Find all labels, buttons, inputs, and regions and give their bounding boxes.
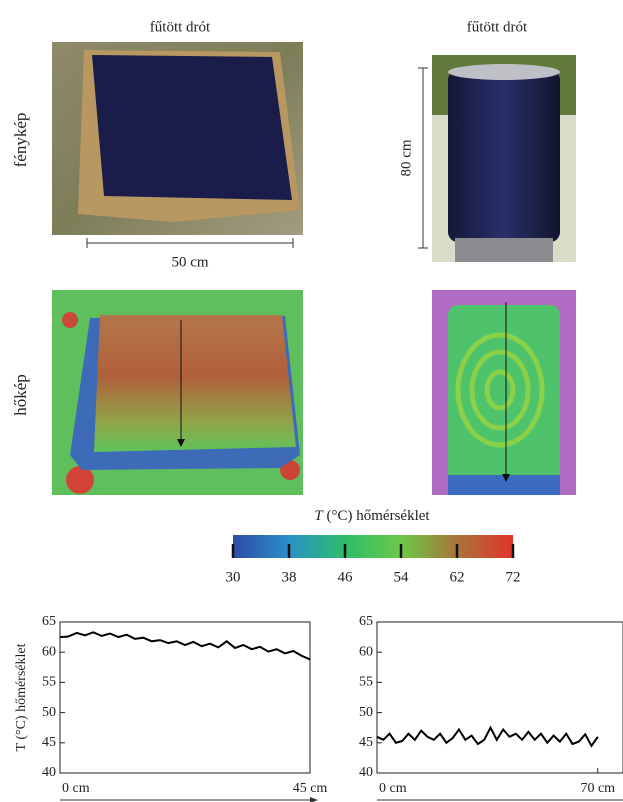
solar-panel xyxy=(92,55,292,200)
colorbar-tick-label: 54 xyxy=(394,569,410,585)
cylinder-top xyxy=(448,64,560,80)
cylinder xyxy=(448,305,560,485)
hot-spot xyxy=(66,466,94,494)
y-tick-label: 50 xyxy=(42,705,56,720)
plot-frame xyxy=(59,621,311,774)
x-tick-label: 70 cm xyxy=(580,781,615,796)
photo-panel xyxy=(52,42,303,235)
row-label: hőkép xyxy=(11,374,30,416)
data-line xyxy=(376,725,599,748)
colorbar-tick-label: 72 xyxy=(506,569,521,585)
row-label: fénykép xyxy=(11,113,30,168)
arrow-head xyxy=(177,439,185,447)
y-tick-label: 55 xyxy=(359,675,373,690)
photo-cylinder xyxy=(432,55,576,262)
ring xyxy=(469,349,531,431)
y-tick-label: 45 xyxy=(359,735,373,750)
y-tick-label: 60 xyxy=(359,644,373,659)
colorbar-ticks: 30 38 46 54 62 72 xyxy=(226,544,521,585)
y-tick-label: 40 xyxy=(42,765,56,780)
x-tick-label: 0 cm xyxy=(62,781,90,796)
colorbar-tick-label: 30 xyxy=(226,569,241,585)
y-tick-label: 60 xyxy=(42,644,56,659)
base xyxy=(448,475,560,495)
colorbar-tick-label: 46 xyxy=(338,569,354,585)
data-line xyxy=(59,631,311,661)
symbol: T xyxy=(314,508,324,524)
column-header: fűtött drót xyxy=(150,19,211,35)
x-arrow-head xyxy=(310,797,318,802)
x-tick-label: 0 cm xyxy=(379,781,407,796)
title-rest: (°C) hőmérséklet xyxy=(327,508,431,524)
hot-spot xyxy=(280,460,300,480)
hot-spot xyxy=(62,312,78,328)
colorbar-tick-label: 38 xyxy=(282,569,297,585)
plot-frame xyxy=(376,621,623,774)
charts: 40 45 50 55 60 65 0 cm 45 cm T (°C) hőmérséklet 4… xyxy=(14,614,623,796)
ring xyxy=(484,369,516,411)
y-axis-label: T (°C) hőmérséklet xyxy=(14,643,29,751)
base xyxy=(455,238,553,262)
y-tick-label: 65 xyxy=(42,614,56,629)
y-tick-label: 65 xyxy=(359,614,373,629)
y-tick-label: 50 xyxy=(359,705,373,720)
colorbar xyxy=(233,535,513,558)
column-header: fűtött drót xyxy=(467,19,528,35)
scale-label: 80 cm xyxy=(398,139,414,176)
ring xyxy=(455,332,545,448)
panel-surface xyxy=(94,315,296,452)
y-tick-label: 40 xyxy=(359,765,373,780)
cylinder xyxy=(448,70,560,242)
x-tick-label: 45 cm xyxy=(293,781,328,796)
arrow-head xyxy=(502,474,510,482)
colorbar-title: T (°C) hőmérséklet xyxy=(314,508,430,524)
y-tick-label: 45 xyxy=(42,735,56,750)
colorbar-tick-label: 62 xyxy=(450,569,465,585)
y-tick-label: 55 xyxy=(42,675,56,690)
scale-label: 50 cm xyxy=(171,254,208,270)
thermal-panel xyxy=(52,290,303,495)
thermal-cylinder xyxy=(432,290,576,495)
